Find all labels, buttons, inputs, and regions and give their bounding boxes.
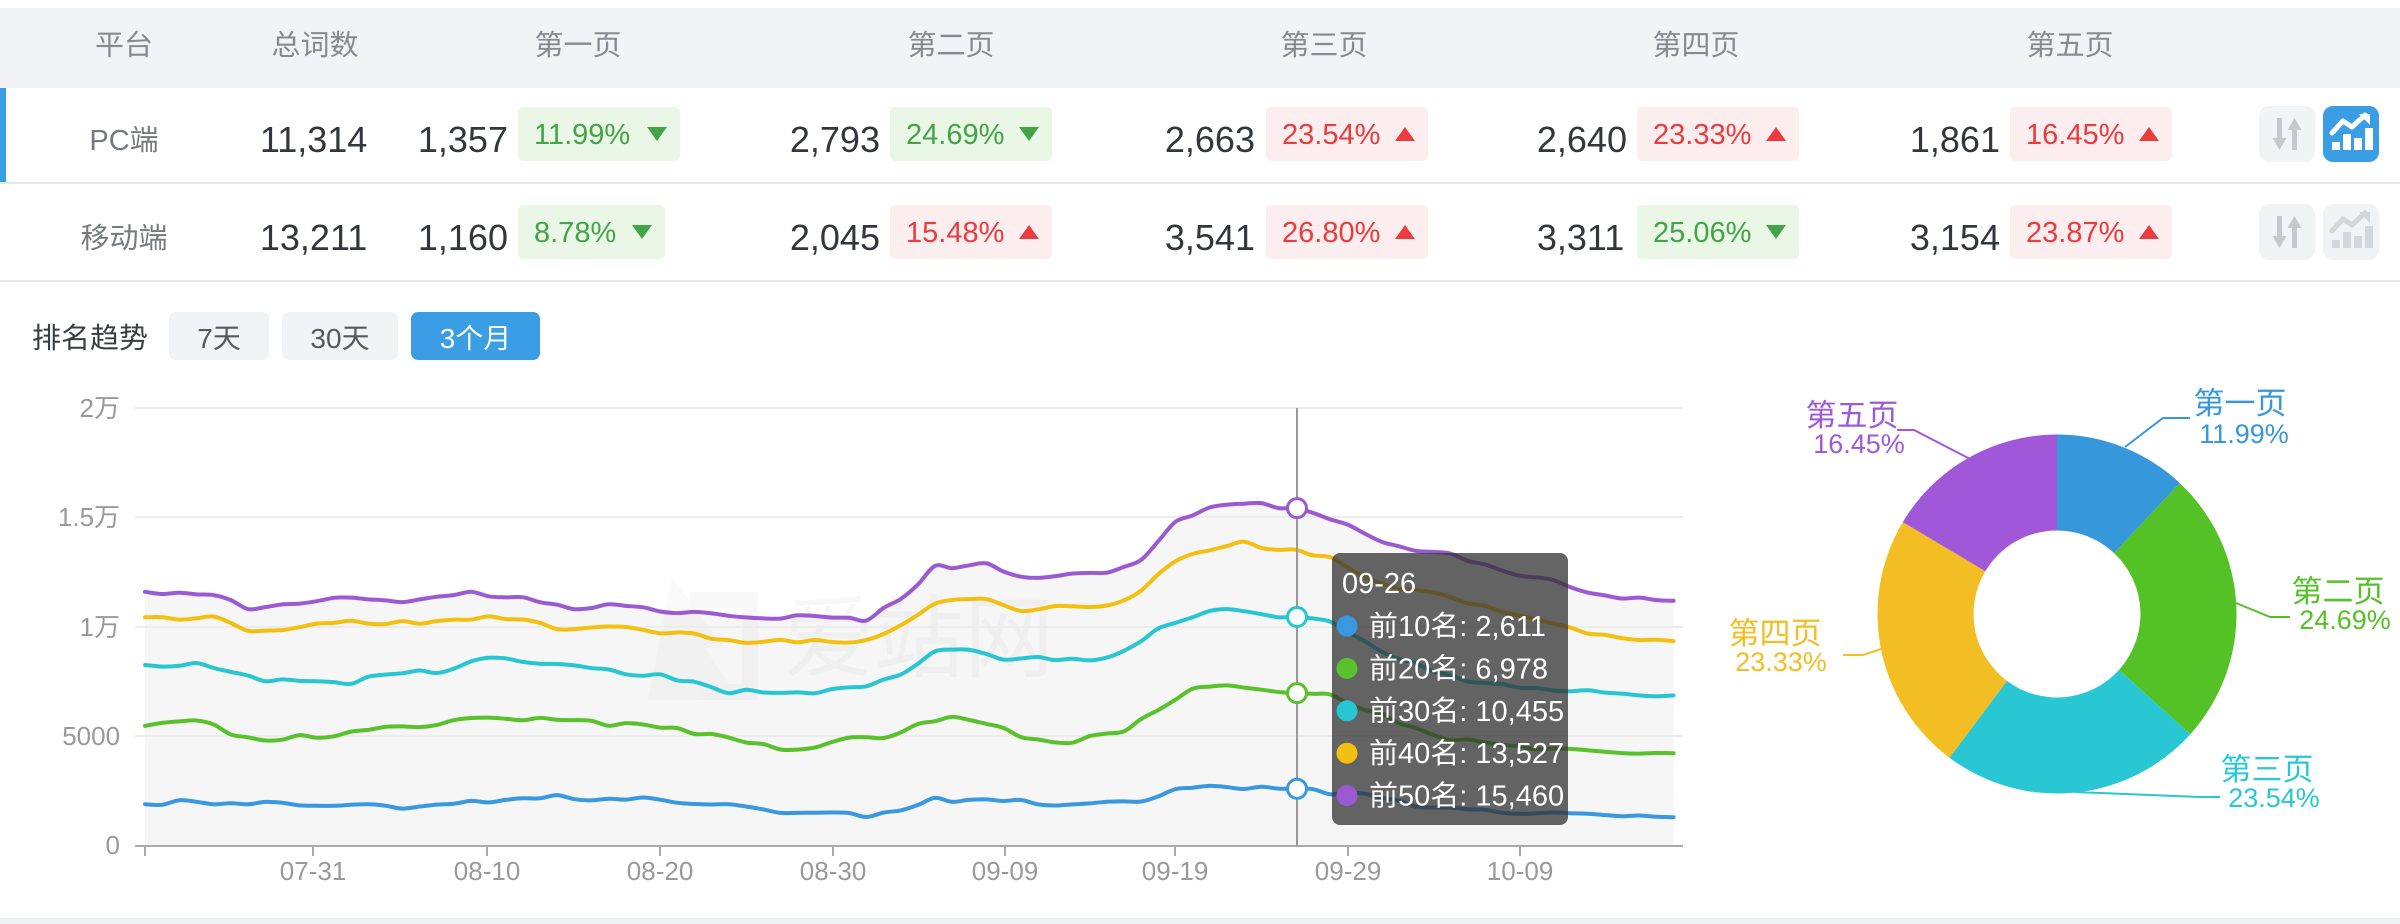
svg-text:1.5: 1.5 [58, 502, 94, 532]
svg-text:16.45%: 16.45% [1813, 429, 1905, 459]
svg-text:23.33%: 23.33% [1735, 647, 1827, 677]
svg-text:13,211: 13,211 [260, 217, 367, 258]
svg-text:11.99%: 11.99% [2199, 419, 2289, 449]
svg-text:1,861: 1,861 [1910, 119, 2000, 160]
svg-text:: 15,460: : 15,460 [1459, 781, 1564, 813]
svg-text:10-09: 10-09 [1487, 856, 1554, 886]
svg-text:10: 10 [1398, 611, 1430, 643]
svg-text:: 6,978: : 6,978 [1459, 653, 1548, 685]
svg-text:09-09: 09-09 [972, 856, 1039, 886]
svg-text:23.54%: 23.54% [1282, 119, 1380, 151]
svg-text:23.54%: 23.54% [2228, 783, 2320, 813]
svg-text:30: 30 [310, 323, 341, 354]
svg-text:07-31: 07-31 [280, 856, 347, 886]
svg-text:08-30: 08-30 [800, 856, 867, 886]
svg-text:2,640: 2,640 [1537, 119, 1627, 160]
svg-text:11.99%: 11.99% [534, 119, 630, 151]
svg-text:09-29: 09-29 [1315, 856, 1382, 886]
svg-text:11,314: 11,314 [260, 119, 367, 160]
svg-text:09-19: 09-19 [1142, 856, 1209, 886]
svg-text:1,160: 1,160 [418, 217, 508, 258]
svg-text:7: 7 [197, 323, 213, 354]
svg-text:PC: PC [89, 125, 129, 157]
svg-text:08-10: 08-10 [454, 856, 521, 886]
svg-text:2,045: 2,045 [790, 217, 880, 258]
svg-text:40: 40 [1398, 738, 1430, 770]
svg-text:09-26: 09-26 [1342, 568, 1416, 600]
svg-text:3,541: 3,541 [1165, 217, 1255, 258]
svg-text:3: 3 [440, 323, 456, 354]
svg-text:20: 20 [1398, 653, 1430, 685]
svg-text:0: 0 [106, 830, 120, 860]
svg-text:5000: 5000 [62, 721, 120, 751]
svg-text:1: 1 [80, 612, 94, 642]
svg-text:50: 50 [1398, 781, 1430, 813]
svg-text:15.48%: 15.48% [906, 217, 1004, 249]
svg-text:2,663: 2,663 [1165, 119, 1255, 160]
svg-text:23.33%: 23.33% [1653, 119, 1751, 151]
svg-text:3,311: 3,311 [1537, 217, 1624, 258]
svg-text:30: 30 [1398, 696, 1430, 728]
svg-text:: 2,611: : 2,611 [1459, 611, 1546, 643]
svg-text:: 10,455: : 10,455 [1459, 696, 1564, 728]
svg-text:23.87%: 23.87% [2026, 217, 2124, 249]
svg-text:08-20: 08-20 [627, 856, 694, 886]
svg-text:24.69%: 24.69% [2299, 605, 2391, 635]
svg-text:2,793: 2,793 [790, 119, 880, 160]
svg-text:25.06%: 25.06% [1653, 217, 1751, 249]
svg-text:2: 2 [80, 393, 94, 423]
svg-text:24.69%: 24.69% [906, 119, 1004, 151]
svg-text:3,154: 3,154 [1910, 217, 2000, 258]
svg-text:26.80%: 26.80% [1282, 217, 1380, 249]
svg-text:8.78%: 8.78% [534, 217, 616, 249]
svg-text:1,357: 1,357 [418, 119, 508, 160]
svg-text:: 13,527: : 13,527 [1459, 738, 1564, 770]
svg-text:16.45%: 16.45% [2026, 119, 2124, 151]
